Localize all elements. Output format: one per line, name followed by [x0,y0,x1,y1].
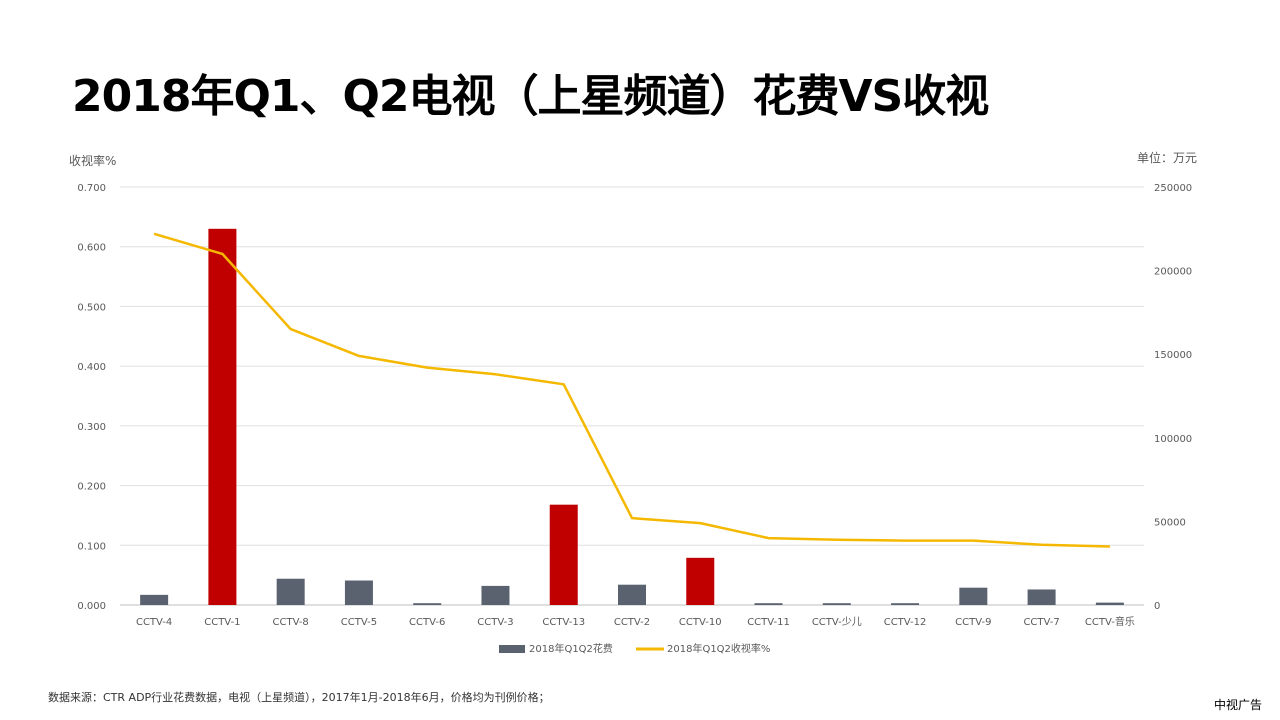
left-tick-label: 0.500 [77,302,106,313]
left-tick-label: 0.700 [77,183,106,194]
bar [822,603,851,605]
bar [1027,589,1056,605]
series-line [153,232,1110,548]
source-note: 数据来源：CTR ADP行业花费数据，电视（上星频道），2017年1月-2018… [48,691,550,704]
left-tick-label: 0.300 [77,422,106,433]
left-tick-label: 0.000 [77,601,106,612]
left-tick-label: 0.600 [77,243,106,254]
x-tick-label: CCTV-6 [409,617,445,628]
x-tick-label: CCTV-2 [614,617,650,628]
bar [140,594,169,605]
x-tick-label: CCTV-13 [542,617,585,628]
x-tick-label: CCTV-5 [341,617,377,628]
x-tick-label: CCTV-9 [955,617,991,628]
right-tick-label: 100000 [1154,434,1192,445]
right-tick-label: 50000 [1154,517,1186,528]
bar [208,228,237,606]
left-tick-label: 0.100 [77,541,106,552]
page-title: 2018年Q1、Q2电视（上星频道）花费VS收视 [72,71,989,122]
x-tick-label: CCTV-3 [477,617,513,628]
bar [754,603,783,605]
combo-chart: 0.000 0.100 0.200 0.300 0.400 0.500 0.600 0.700… [69,150,1197,655]
right-tick-label: 200000 [1154,267,1192,278]
bar [891,603,920,605]
bar [549,504,578,605]
bar [618,584,646,605]
x-tick-label: CCTV-12 [884,617,927,628]
x-tick-label: CCTV-少儿 [812,616,862,628]
left-tick-label: 0.400 [77,362,106,373]
brand-label: 中视广告 [1213,698,1262,712]
bar [481,585,510,605]
bar [276,578,305,605]
x-tick-label: CCTV-11 [747,617,790,628]
x-tick-label: CCTV-7 [1023,617,1059,628]
bar [1095,602,1124,605]
x-tick-label: CCTV-1 [204,617,240,628]
x-tick-label: CCTV-4 [136,617,172,628]
left-tick-label: 0.200 [77,482,106,493]
legend-label-line: 2018年Q1Q2收视率% [667,642,770,655]
right-tick-label: 150000 [1154,350,1192,361]
legend-label-bars: 2018年Q1Q2花费 [529,642,613,655]
bar [686,557,715,605]
bar [413,603,442,605]
legend-swatch-bars [499,645,525,653]
x-tick-label: CCTV-8 [273,617,309,628]
bar [959,587,988,605]
bar [344,580,373,605]
x-tick-label: CCTV-10 [679,617,722,628]
right-tick-label: 0 [1154,601,1160,612]
right-tick-label: 250000 [1154,183,1192,194]
right-axis-label: 单位：万元 [1137,150,1197,165]
left-axis-label: 收视率% [69,153,116,168]
x-tick-label: CCTV-音乐 [1085,615,1135,628]
